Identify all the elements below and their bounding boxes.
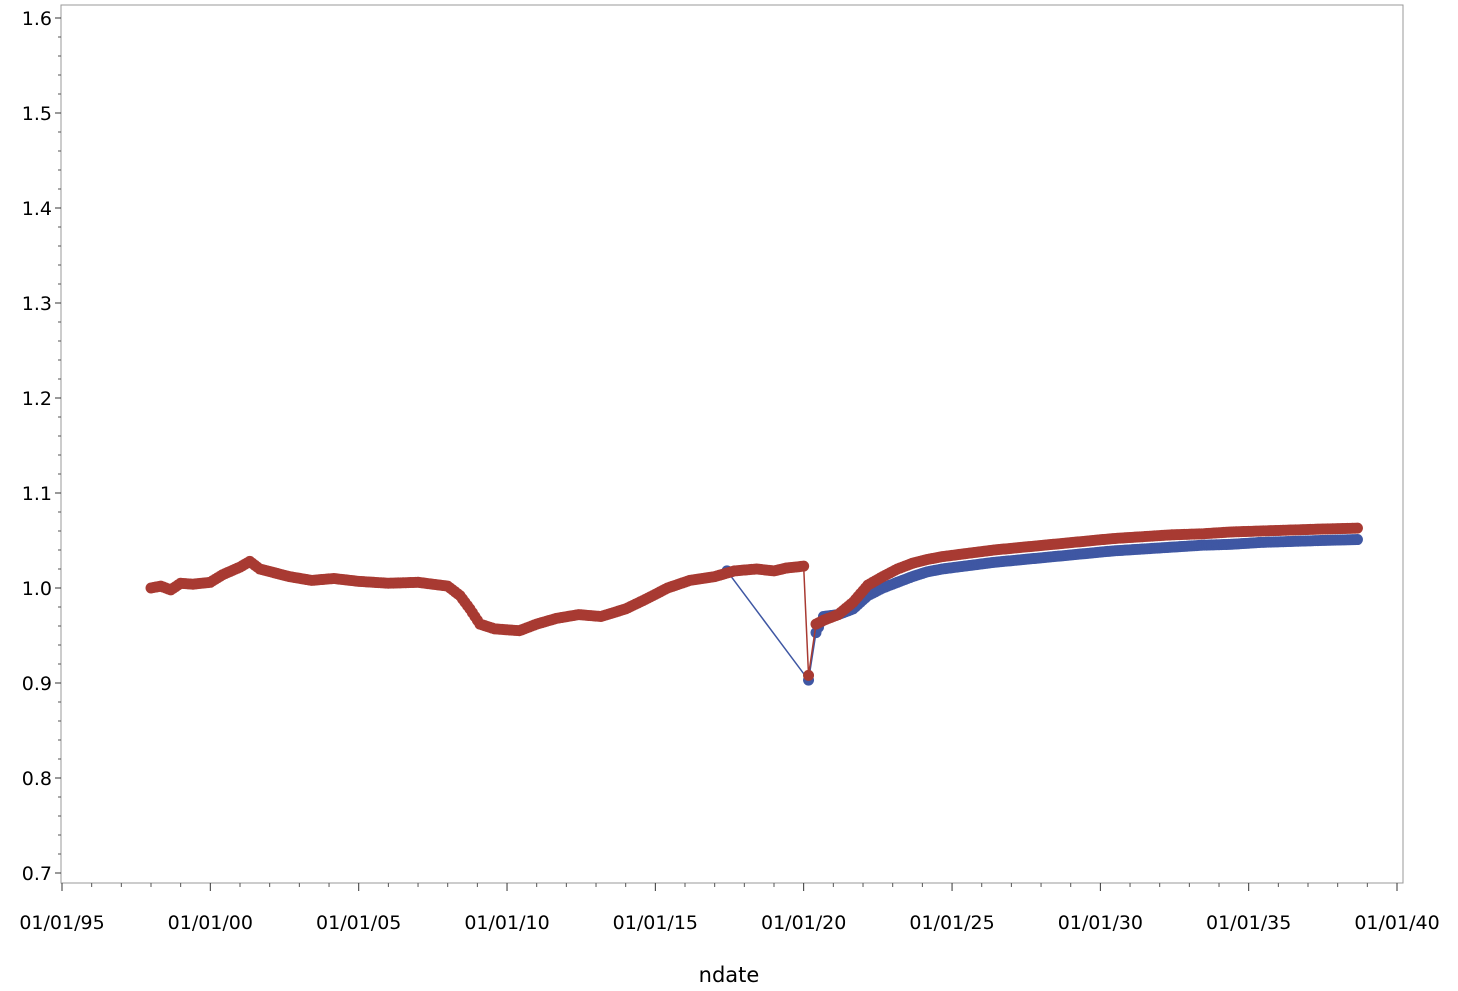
- data-point: [798, 560, 810, 572]
- x-tick-label: 01/01/25: [909, 912, 994, 934]
- x-tick-label: 01/01/95: [19, 912, 104, 934]
- x-tick-label: 01/01/40: [1354, 912, 1439, 934]
- data-point: [1351, 534, 1363, 546]
- x-axis: 01/01/95 01/01/00 01/01/05 01/01/10 01/01/15…: [19, 883, 1440, 934]
- y-tick-label: 1.4: [22, 198, 52, 220]
- plot-frame: [60, 4, 1404, 884]
- y-tick-label: 0.7: [22, 863, 52, 885]
- y-tick-label: 1.2: [22, 388, 52, 410]
- x-tick-label: 01/01/05: [316, 912, 401, 934]
- y-tick-label: 0.9: [22, 673, 52, 695]
- y-tick-label: 1.0: [22, 578, 52, 600]
- y-tick-label: 1.5: [22, 103, 52, 125]
- x-tick-label: 01/01/10: [464, 912, 549, 934]
- x-tick-label: 01/01/15: [613, 912, 698, 934]
- y-tick-label: 1.3: [22, 293, 52, 315]
- x-tick-label: 01/01/20: [761, 912, 846, 934]
- x-tick-label: 01/01/30: [1058, 912, 1143, 934]
- x-axis-label: ndate: [699, 963, 760, 987]
- y-axis: 0.7 0.8 0.9 1.0 1.1 1.2 1.3 1.4 1.5 1.6: [22, 8, 61, 885]
- data-point: [803, 669, 815, 681]
- series-layer: [145, 522, 1363, 686]
- y-tick-label: 1.1: [22, 483, 52, 505]
- series-1: [145, 522, 1363, 681]
- y-tick-label: 0.8: [22, 768, 52, 790]
- x-tick-label: 01/01/35: [1206, 912, 1291, 934]
- data-point: [1351, 522, 1363, 534]
- x-tick-label: 01/01/00: [168, 912, 253, 934]
- series-0: [721, 534, 1363, 686]
- y-tick-label: 1.6: [22, 8, 52, 30]
